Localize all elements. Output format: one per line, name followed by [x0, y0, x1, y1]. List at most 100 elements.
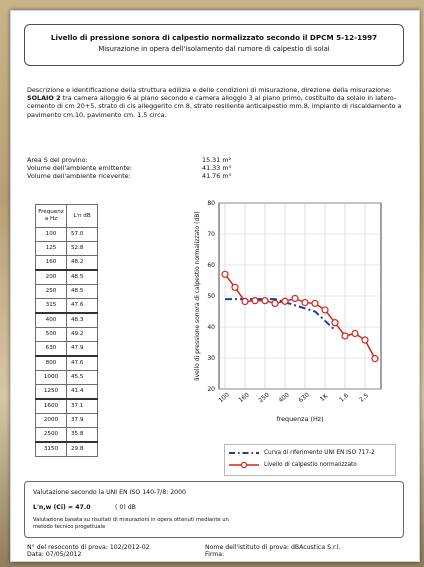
table-row: 1000 45.5 [35, 370, 98, 385]
y-tick-label: 50 [207, 293, 215, 300]
y-tick-label: 70 [207, 231, 215, 238]
spec-value: 41.76 m³ [202, 172, 232, 181]
signature-field: Firma: [205, 551, 225, 559]
frequency-cell: 630 [35, 341, 67, 357]
measured-point [321, 306, 329, 314]
report-number: N° del resoconto di prova: 102/2012-02 [27, 544, 150, 551]
chart-legend: Curva di riferimento UNI EN ISO 717-2 Li… [224, 444, 396, 476]
x-tick-label: 100 [217, 391, 230, 404]
level-cell: 48.3 [66, 312, 98, 328]
impact-sound-chart: 20 30 40 50 60 70 80 100 160 250 400 630 1K 1,6 2,5 liv… [194, 200, 382, 423]
measured-point [271, 299, 279, 308]
institute-name: Nome dell'istituto di prova: dBAcustica … [205, 544, 341, 551]
x-axis-label: frequenza (Hz) [276, 415, 323, 423]
evaluation-note: Valutazione basata su risultati di misur… [33, 517, 229, 530]
measured-point [311, 299, 319, 308]
level-cell: 48.5 [66, 284, 98, 299]
frequency-cell: 315 [35, 298, 67, 314]
measured-point [351, 329, 359, 338]
legend-label-reference: Curva di riferimento UNI EN ISO 717-2 [264, 450, 375, 456]
spec-row-area: Area S del provino: 15.31 m² [27, 156, 231, 164]
frequency-cell: 400 [35, 312, 67, 328]
description-intro: Descrizione e identificazione della stru… [27, 86, 392, 94]
table-row: 2000 37.9 [35, 413, 98, 428]
table-row: 100 57.0 [35, 227, 98, 242]
table-row: 160 48.2 [35, 255, 98, 271]
measured-curve-line [224, 273, 376, 359]
spec-row-receiving-volume: Volume dell'ambiente ricevente: 41.76 m³ [27, 172, 231, 180]
level-cell: 47.6 [66, 298, 98, 314]
frequency-cell: 100 [35, 227, 67, 242]
table-row: 800 47.6 [35, 355, 98, 371]
evaluation-result: L'n,w (Ci) = 47.0 [33, 504, 91, 511]
frequency-cell: 160 [35, 255, 67, 271]
measured-line-swatch [229, 461, 259, 469]
measured-point [241, 297, 249, 306]
legend-label-measured: Livello di calpestio normalizzato [264, 462, 357, 468]
y-tick-label: 20 [207, 386, 215, 393]
spec-row-emitting-volume: Volume dell'ambiente emittente: 41.33 m³ [27, 164, 231, 172]
level-cell: 37.9 [66, 413, 98, 428]
level-cell: 47.9 [66, 341, 98, 357]
y-tick-label: 40 [207, 324, 215, 331]
table-row: 2500 35.8 [35, 427, 98, 443]
frequency-cell: 1600 [35, 398, 67, 414]
solaio-label: SOLAIO 2 [27, 94, 61, 103]
table-row: 400 48.3 [35, 312, 98, 328]
frequency-table: Frequenz a Hz L'n dB 100 57.0 125 52.8 160 48… [35, 204, 98, 457]
measured-point [291, 294, 299, 303]
frequency-cell: 800 [35, 355, 67, 371]
frequency-cell: 500 [35, 327, 67, 342]
spec-value: 41.33 m³ [202, 164, 232, 173]
table-row: 3150 29.8 [35, 441, 98, 457]
level-cell: 47.6 [66, 355, 98, 371]
report-subtitle: Misurazione in opera dell'isolamento dal… [98, 45, 330, 53]
report-date: Data: 07/05/2012 [27, 551, 82, 559]
x-tick-label: 400 [277, 391, 290, 404]
frequency-cell: 1250 [35, 384, 67, 400]
table-row: 500 49.2 [35, 327, 98, 342]
level-cell: 41.4 [66, 384, 98, 400]
frequency-cell: 2500 [35, 427, 67, 443]
frequency-table-body: 100 57.0 125 52.8 160 48.2 200 48.5 250 48.5 315 47… [35, 227, 98, 457]
measured-point [281, 297, 289, 305]
solaio-text: tra camera alloggio 6 al piano secondo e… [27, 94, 402, 119]
measured-point [301, 298, 309, 307]
reference-line-swatch [229, 452, 259, 454]
measured-point [231, 283, 239, 291]
frequency-cell: 2000 [35, 413, 67, 428]
level-cell: 37.1 [66, 398, 98, 414]
frequency-cell: 1000 [35, 370, 67, 385]
evaluation-standard: Valutazione secondo la UNI EN ISO 140-7/… [33, 489, 186, 496]
x-tick-label: 250 [257, 391, 270, 404]
column-header-frequency: Frequenz a Hz [35, 204, 67, 228]
table-row: 1250 41.4 [35, 384, 98, 400]
x-tick-label: 630 [297, 391, 310, 404]
measured-point [261, 297, 269, 305]
report-header: Livello di pressione sonora di calpestio… [24, 24, 404, 66]
x-tick-label: 1,6 [338, 392, 350, 404]
table-row: 250 48.5 [35, 284, 98, 299]
level-cell: 48.2 [66, 255, 98, 271]
measured-point [341, 332, 349, 340]
level-cell: 48.5 [66, 269, 98, 285]
spec-value: 15.31 m² [202, 156, 232, 164]
y-tick-label: 60 [207, 262, 215, 269]
level-cell: 45.5 [66, 370, 98, 385]
column-header-level: L'n dB [66, 204, 98, 228]
level-cell: 29.8 [66, 441, 98, 457]
specimen-specs: Area S del provino: 15.31 m² Volume dell… [27, 156, 231, 181]
measured-point [371, 355, 379, 363]
measured-point [361, 336, 369, 344]
level-cell: 49.2 [66, 327, 98, 342]
evaluation-box: Valutazione secondo la UNI EN ISO 140-7/… [24, 481, 404, 538]
table-row: 630 47.9 [35, 341, 98, 357]
level-cell: 35.8 [66, 427, 98, 443]
frequency-cell: 200 [35, 269, 67, 285]
table-row: 315 47.6 [35, 298, 98, 314]
x-tick-label: 160 [237, 391, 250, 404]
table-row: 1600 37.1 [35, 398, 98, 414]
frequency-cell: 125 [35, 241, 67, 256]
legend-item-reference: Curva di riferimento UNI EN ISO 717-2 [227, 449, 375, 457]
frequency-cell: 250 [35, 284, 67, 299]
